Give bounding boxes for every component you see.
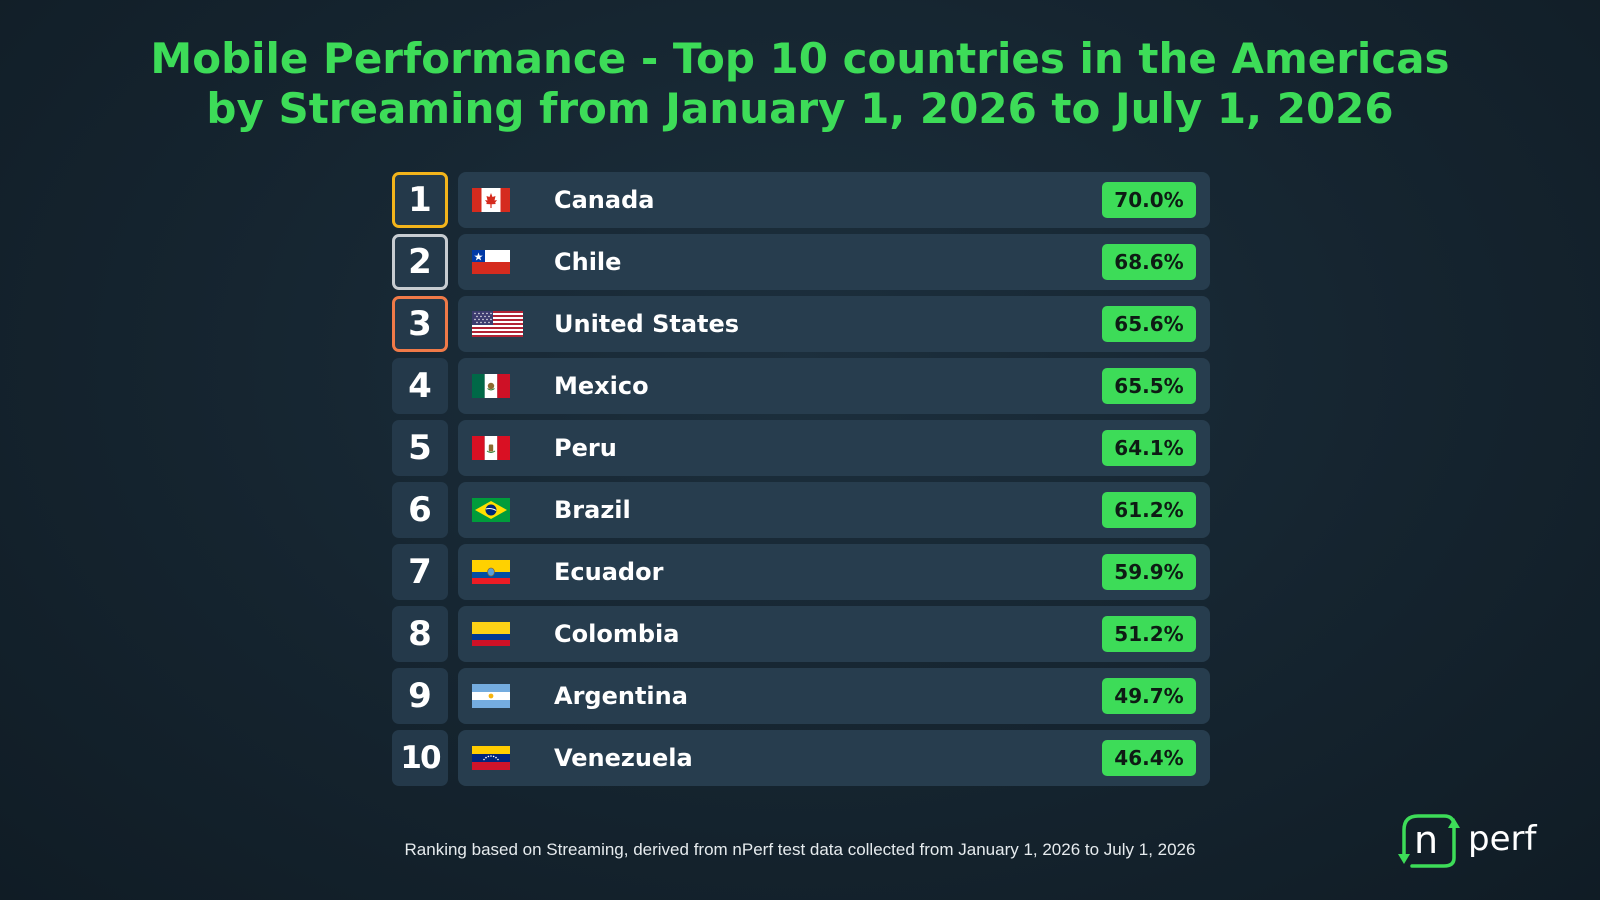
canada-flag-icon <box>472 188 510 212</box>
title-line-1: Mobile Performance - Top 10 countries in… <box>150 34 1450 83</box>
rank-badge-silver: 2 <box>392 234 448 290</box>
country-bar: Argentina 49.7% <box>458 668 1210 724</box>
rank-badge: 7 <box>392 544 448 600</box>
ranking-row: 2 Chile 68.6% <box>392 234 1210 290</box>
country-bar: Colombia 51.2% <box>458 606 1210 662</box>
country-name: United States <box>554 310 740 338</box>
logo-n-text: n <box>1414 818 1438 862</box>
score-badge: 65.5% <box>1102 368 1196 404</box>
usa-flag-icon <box>472 311 523 337</box>
score-badge: 61.2% <box>1102 492 1196 528</box>
country-name: Chile <box>554 248 622 276</box>
ranking-row: 9 Argentina 49.7% <box>392 668 1210 724</box>
country-name: Colombia <box>554 620 680 648</box>
country-name: Canada <box>554 186 655 214</box>
ranking-row: 10 Venezuela 46.4% <box>392 730 1210 786</box>
country-bar: Peru 64.1% <box>458 420 1210 476</box>
country-name: Brazil <box>554 496 631 524</box>
rank-badge-bronze: 3 <box>392 296 448 352</box>
peru-flag-icon <box>472 436 510 460</box>
country-name: Venezuela <box>554 744 693 772</box>
footer-note: Ranking based on Streaming, derived from… <box>404 840 1196 859</box>
country-bar: Canada 70.0% <box>458 172 1210 228</box>
argentina-flag-icon <box>472 684 510 708</box>
ranking-row: 8 Colombia 51.2% <box>392 606 1210 662</box>
logo-perf-text: perf <box>1468 819 1537 859</box>
rank-badge: 6 <box>392 482 448 538</box>
rank-badge-gold: 1 <box>392 172 448 228</box>
rank-badge: 4 <box>392 358 448 414</box>
country-name: Peru <box>554 434 617 462</box>
ranking-row: 4 Mexico 65.5% <box>392 358 1210 414</box>
chile-flag-icon <box>472 250 510 274</box>
score-badge: 65.6% <box>1102 306 1196 342</box>
country-bar: Chile 68.6% <box>458 234 1210 290</box>
ranking-row: 7 Ecuador 59.9% <box>392 544 1210 600</box>
brazil-flag-icon <box>472 498 510 522</box>
ranking-row: 6 Brazil 61.2% <box>392 482 1210 538</box>
country-bar: Venezuela 46.4% <box>458 730 1210 786</box>
country-bar: Mexico 65.5% <box>458 358 1210 414</box>
score-badge: 49.7% <box>1102 678 1196 714</box>
country-bar: United States 65.6% <box>458 296 1210 352</box>
score-badge: 68.6% <box>1102 244 1196 280</box>
ecuador-flag-icon <box>472 560 510 584</box>
rank-badge: 10 <box>392 730 448 786</box>
rank-badge: 9 <box>392 668 448 724</box>
country-bar: Brazil 61.2% <box>458 482 1210 538</box>
ranking-row: 1 Canada 70.0% <box>392 172 1210 228</box>
country-name: Ecuador <box>554 558 664 586</box>
rank-badge: 5 <box>392 420 448 476</box>
nperf-logo: n perf <box>1398 814 1537 868</box>
country-bar: Ecuador 59.9% <box>458 544 1210 600</box>
mexico-flag-icon <box>472 374 510 398</box>
score-badge: 70.0% <box>1102 182 1196 218</box>
venezuela-flag-icon <box>472 746 510 770</box>
title-line-2: by Streaming from January 1, 2026 to Jul… <box>206 84 1394 133</box>
rank-badge: 8 <box>392 606 448 662</box>
page-title: Mobile Performance - Top 10 countries in… <box>0 34 1600 134</box>
colombia-flag-icon <box>472 622 510 646</box>
score-badge: 59.9% <box>1102 554 1196 590</box>
score-badge: 51.2% <box>1102 616 1196 652</box>
score-badge: 64.1% <box>1102 430 1196 466</box>
country-name: Mexico <box>554 372 649 400</box>
score-badge: 46.4% <box>1102 740 1196 776</box>
country-name: Argentina <box>554 682 688 710</box>
ranking-row: 5 Peru 64.1% <box>392 420 1210 476</box>
ranking-row: 3 United States 65.6% <box>392 296 1210 352</box>
